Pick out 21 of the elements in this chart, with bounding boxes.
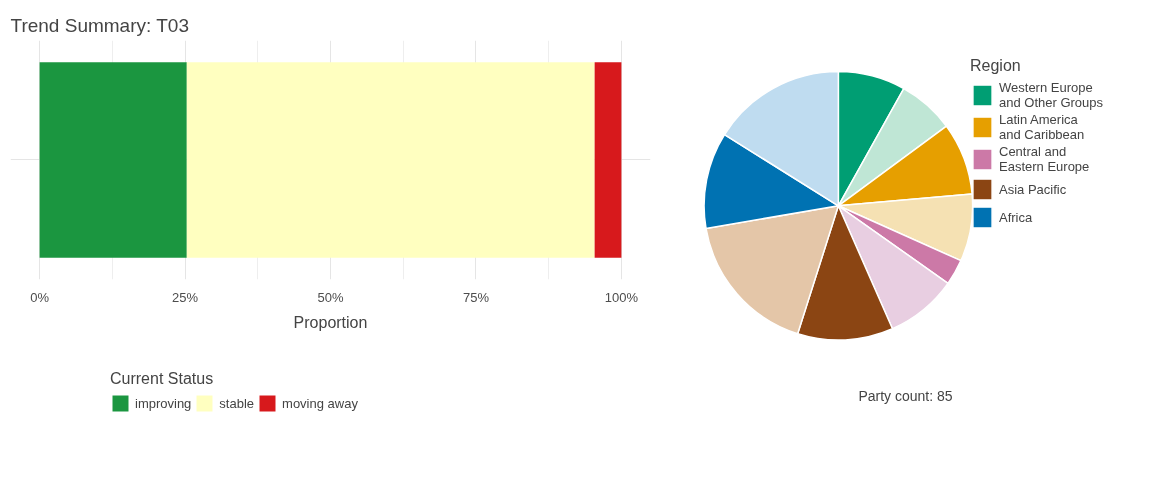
legend-label: Africa xyxy=(999,209,1033,225)
bar xyxy=(39,62,187,258)
legend-label: stable xyxy=(219,395,255,411)
legend-title: Region xyxy=(970,57,1022,75)
chart-title: Trend Summary: T03 xyxy=(10,14,189,36)
x-tick-label: 75% xyxy=(462,290,490,306)
legend-label: Asia Pacific xyxy=(999,181,1067,197)
legend-label: moving away xyxy=(282,395,358,411)
x-tick-label: 0% xyxy=(30,290,50,306)
x-tick-label: 25% xyxy=(172,290,199,306)
x-tick-label: 100% xyxy=(604,290,639,306)
x-tick-label: 50% xyxy=(317,290,344,306)
x-axis-title: Proportion xyxy=(293,313,368,331)
legend-label: Latin America and Caribbean xyxy=(999,112,1085,142)
legend-label: Central and Eastern Europe xyxy=(999,144,1090,174)
text: Party count: 85 xyxy=(858,387,953,404)
legend-label: Western Europe and Other Groups xyxy=(999,80,1104,110)
legend-title: Current Status xyxy=(110,370,215,388)
bar xyxy=(594,62,622,258)
legend-label: improving xyxy=(135,395,192,411)
bar xyxy=(186,62,595,258)
